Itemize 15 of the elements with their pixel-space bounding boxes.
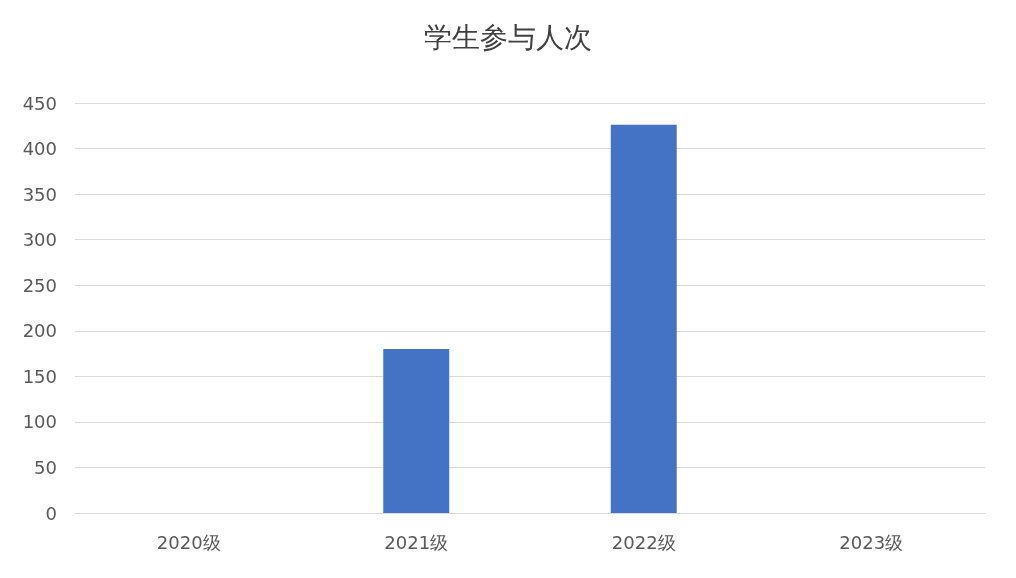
x-tick-label: 2020级 — [156, 531, 221, 553]
y-tick-label: 350 — [22, 183, 57, 205]
y-tick-label: 100 — [22, 411, 57, 433]
x-tick-label: 2022级 — [611, 531, 676, 553]
chart-title: 学生参与人次 — [424, 20, 592, 54]
y-tick-label: 50 — [34, 456, 57, 478]
y-tick-label: 450 — [22, 92, 57, 114]
y-tick-label: 300 — [22, 229, 57, 251]
y-tick-label: 250 — [22, 274, 57, 296]
y-tick-label: 0 — [45, 502, 57, 524]
y-tick-label: 200 — [22, 320, 57, 342]
y-tick-label: 150 — [22, 365, 57, 387]
x-tick-label: 2023级 — [839, 531, 904, 553]
x-tick-label: 2021级 — [384, 531, 449, 553]
y-tick-label: 400 — [22, 138, 57, 160]
